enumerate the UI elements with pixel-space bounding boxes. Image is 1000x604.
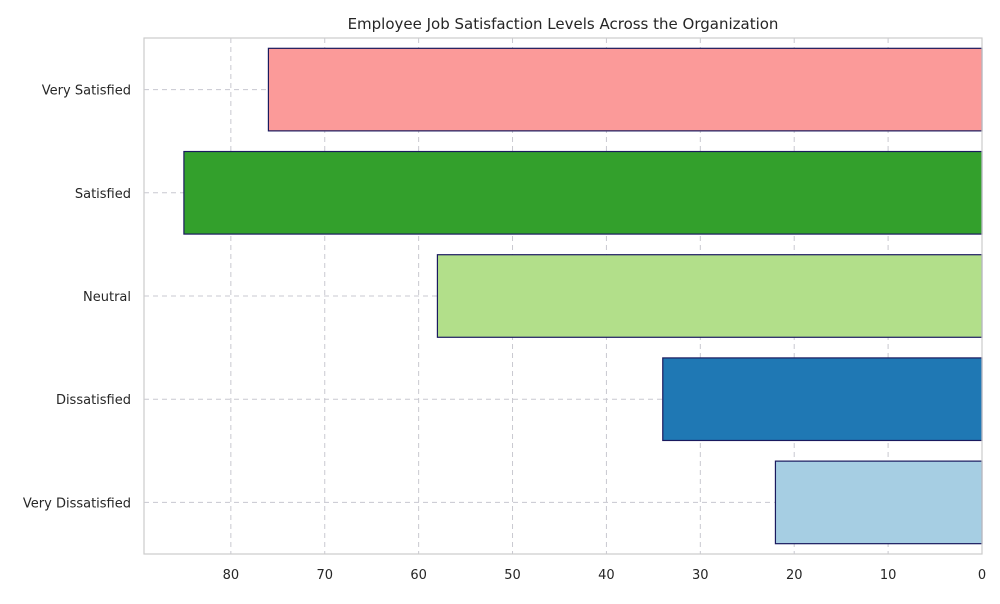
x-tick-labels: 80 70 60 50 40 30 20 10 0: [223, 568, 987, 583]
x-tick-label: 10: [880, 568, 897, 583]
bar-very-satisfied: [267, 47, 983, 132]
x-tick-label: 40: [598, 568, 615, 583]
chart-title: Employee Job Satisfaction Levels Across …: [348, 15, 779, 33]
x-tick-label: 80: [223, 568, 240, 583]
y-tick-label: Very Dissatisfied: [23, 496, 131, 511]
bar-neutral: [436, 254, 983, 338]
x-tick-label: 60: [410, 568, 427, 583]
x-tick-label: 0: [978, 568, 986, 583]
plot-frame: [143, 37, 983, 555]
x-tick-label: 20: [786, 568, 803, 583]
bar-satisfied: [183, 150, 983, 235]
x-tick-label: 50: [504, 568, 521, 583]
bar-dissatisfied: [662, 357, 983, 442]
y-tick-labels: Very Satisfied Satisfied Neutral Dissatisfi…: [23, 84, 131, 512]
y-tick-label: Very Satisfied: [42, 84, 131, 99]
y-tick-label: Neutral: [83, 290, 131, 305]
y-tick-label: Satisfied: [75, 187, 131, 202]
x-tick-label: 70: [316, 568, 333, 583]
y-tick-label: Dissatisfied: [56, 393, 131, 408]
bar-very-dissatisfied: [774, 460, 983, 545]
bars: [183, 47, 983, 545]
x-tick-label: 30: [692, 568, 709, 583]
